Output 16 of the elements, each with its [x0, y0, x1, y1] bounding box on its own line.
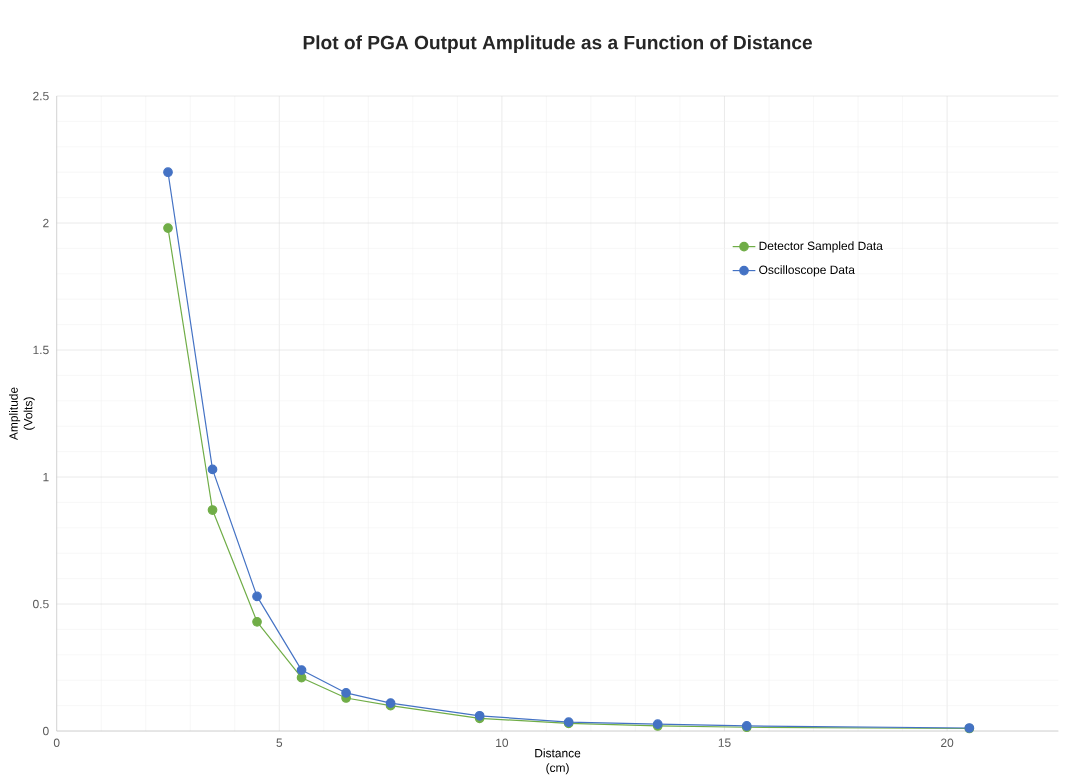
legend-label: Detector Sampled Data — [759, 241, 883, 253]
x-tick-label: 15 — [718, 738, 731, 747]
x-tick-label: 20 — [941, 738, 954, 748]
legend-label: Oscilloscope Data — [759, 265, 855, 277]
y-tick-label: 0 — [42, 726, 49, 736]
y-tick-label: 0.5 — [33, 599, 49, 609]
chart-title: Plot of PGA Output Amplitude as a Function of Distance — [303, 35, 812, 54]
y-tick-label: 1.5 — [33, 345, 49, 355]
x-tick-label: 5 — [276, 738, 283, 747]
y-tick-label: 2.5 — [33, 91, 49, 101]
y-tick-label: 2 — [43, 218, 49, 228]
y-tick-label: 1 — [43, 472, 49, 482]
y-axis-title: Amplitude (Volts) — [9, 387, 35, 441]
x-axis-title: Distance (cm) — [535, 748, 581, 775]
x-tick-label: 0 — [53, 738, 60, 748]
x-tick-label: 10 — [496, 738, 509, 748]
